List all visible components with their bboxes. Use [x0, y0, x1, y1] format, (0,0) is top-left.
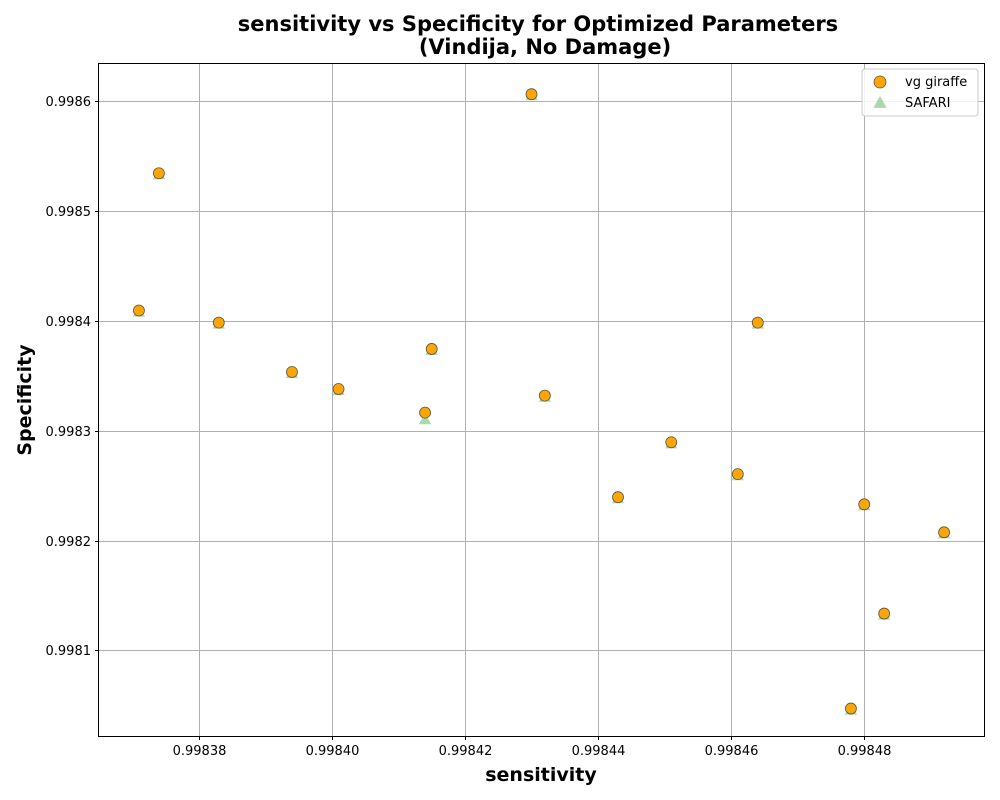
plot-frame — [98, 63, 985, 737]
series-vg-giraffe — [133, 88, 950, 715]
x-tick-label: 0.99840 — [306, 744, 360, 759]
data-point-vg-giraffe — [525, 88, 538, 101]
y-axis-label: Specificity — [14, 344, 36, 456]
legend-marker-vg-giraffe — [873, 75, 887, 89]
data-point-vg-giraffe — [751, 316, 764, 329]
data-point-vg-giraffe — [419, 406, 431, 419]
data-point-vg-giraffe — [938, 526, 950, 539]
data-point-vg-giraffe — [133, 304, 145, 317]
y-axis-ticks: 0.9981 0.9982 0.9983 0.9984 0.9985 0.9986 — [46, 95, 99, 659]
series-safari — [132, 89, 951, 715]
grid-lines — [99, 64, 984, 736]
x-axis-ticks: 0.99838 0.99840 0.99842 0.99844 0.99846 0.998… — [173, 736, 892, 759]
data-point-safari — [418, 413, 432, 425]
legend-box — [861, 68, 979, 117]
data-point-vg-giraffe — [425, 343, 438, 355]
data-point-vg-giraffe — [332, 383, 345, 395]
data-point-vg-giraffe — [858, 498, 871, 511]
y-tick-label: 0.9986 — [46, 95, 92, 110]
x-tick-label: 0.99842 — [439, 744, 493, 759]
y-tick-label: 0.9982 — [46, 535, 92, 550]
data-point-vg-giraffe — [538, 389, 551, 402]
x-tick-label: 0.99838 — [173, 744, 227, 759]
data-point-vg-giraffe — [212, 316, 225, 329]
legend-label-vg-giraffe: vg giraffe — [905, 75, 967, 90]
legend-label-safari: SAFARI — [905, 96, 950, 111]
legend-marker-safari — [873, 96, 887, 108]
data-point-vg-giraffe — [612, 491, 624, 504]
data-point-vg-giraffe — [878, 607, 891, 620]
x-tick-label: 0.99848 — [838, 744, 892, 759]
data-point-vg-giraffe — [665, 436, 678, 449]
y-tick-label: 0.9981 — [46, 644, 92, 659]
y-tick-label: 0.9985 — [46, 205, 92, 220]
chart-subtitle: (Vindija, No Damage) — [419, 35, 671, 59]
x-tick-label: 0.99844 — [572, 744, 626, 759]
data-point-vg-giraffe — [845, 702, 857, 715]
x-tick-label: 0.99846 — [705, 744, 759, 759]
data-point-vg-giraffe — [152, 167, 165, 180]
plot-series — [132, 88, 951, 715]
y-tick-label: 0.9983 — [46, 425, 92, 440]
legend: vg giraffe SAFARI — [861, 68, 979, 117]
y-tick-label: 0.9984 — [46, 315, 92, 330]
chart-title: sensitivity vs Specificity for Optimized… — [238, 12, 838, 36]
data-point-vg-giraffe — [731, 468, 744, 481]
data-point-vg-giraffe — [286, 366, 298, 378]
x-axis-label: sensitivity — [485, 764, 597, 786]
